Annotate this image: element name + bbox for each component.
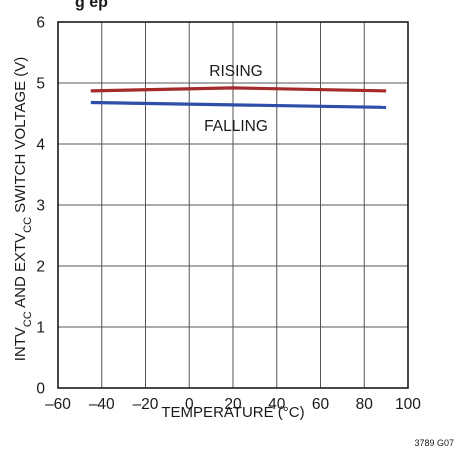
y-axis-title-part: SWITCH VOLTAGE (V) xyxy=(12,57,29,217)
x-tick-label: –40 xyxy=(89,396,115,413)
y-axis-title-part: AND EXTV xyxy=(12,233,29,311)
annotation-falling: FALLING xyxy=(204,118,268,135)
annotation-rising: RISING xyxy=(209,63,262,80)
y-axis-title-part: CC xyxy=(22,217,34,233)
y-axis-title-part: INTV xyxy=(12,327,29,361)
y-tick-labels: 0 1 2 3 4 5 6 xyxy=(36,15,45,398)
y-tick-label: 6 xyxy=(36,15,45,32)
y-tick-label: 5 xyxy=(36,76,45,93)
x-tick-labels: –60 –40 –20 0 20 40 60 80 100 xyxy=(45,396,421,413)
y-tick-label: 2 xyxy=(36,259,45,276)
x-tick-label: 60 xyxy=(312,396,330,413)
x-tick-label: –60 xyxy=(45,396,71,413)
x-tick-label: –20 xyxy=(133,396,159,413)
x-tick-label: 100 xyxy=(395,396,421,413)
x-tick-label: 40 xyxy=(268,396,286,413)
x-tick-label: 80 xyxy=(356,396,374,413)
y-tick-label: 1 xyxy=(36,320,45,337)
series-line-falling xyxy=(90,100,387,109)
chart-title-fragment: g ep xyxy=(75,0,108,11)
grid xyxy=(58,22,408,388)
y-axis-title: INTVCC AND EXTVCC SWITCH VOLTAGE (V) xyxy=(12,57,34,362)
series-annotations: RISING FALLING xyxy=(204,63,268,135)
x-tick-label: 20 xyxy=(224,396,242,413)
x-axis-title: TEMPERATURE (°C) xyxy=(161,404,304,421)
y-axis-title-part: CC xyxy=(22,311,34,327)
y-tick-label: 4 xyxy=(36,137,45,154)
y-tick-label: 3 xyxy=(36,198,45,215)
y-tick-label: 0 xyxy=(36,381,45,398)
series-layer xyxy=(90,86,387,109)
figure-id: 3789 G07 xyxy=(414,438,454,448)
series-line-rising xyxy=(90,86,387,93)
plot-frame xyxy=(57,21,409,389)
x-tick-label: 0 xyxy=(185,396,194,413)
